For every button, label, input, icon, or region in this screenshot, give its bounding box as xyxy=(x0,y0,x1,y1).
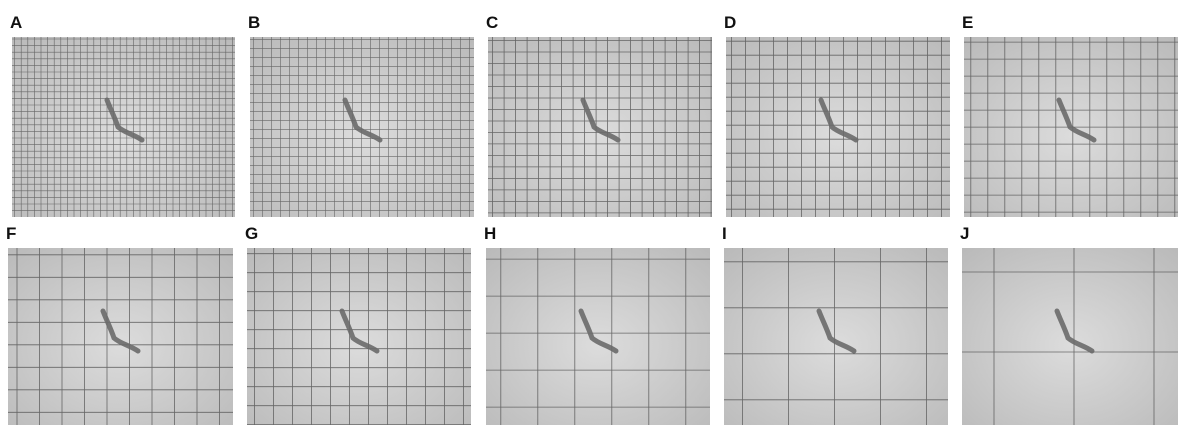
grid-image xyxy=(726,37,950,217)
panel-label: E xyxy=(962,13,973,32)
grid-image xyxy=(250,37,474,217)
panel: A xyxy=(10,13,235,217)
panel: I xyxy=(722,224,948,425)
grid-image xyxy=(962,248,1178,425)
grid-image xyxy=(12,37,235,217)
grid-image xyxy=(964,37,1178,217)
panel: C xyxy=(486,13,712,217)
worm xyxy=(816,308,857,354)
panel-label: F xyxy=(6,224,16,243)
image-background xyxy=(488,37,712,217)
worm xyxy=(100,308,141,354)
worm xyxy=(578,308,619,354)
grid-image xyxy=(486,248,710,425)
panel-label: I xyxy=(722,224,727,243)
image-background xyxy=(247,248,471,425)
grid-image xyxy=(724,248,948,425)
image-background xyxy=(250,37,474,217)
panel: E xyxy=(962,13,1178,217)
worm xyxy=(104,97,145,143)
panel-label: J xyxy=(960,224,969,243)
image-background xyxy=(12,37,235,217)
image-background xyxy=(486,248,710,425)
grid-lines xyxy=(12,37,235,217)
worm xyxy=(580,97,621,143)
panel: J xyxy=(960,224,1178,425)
grid-image xyxy=(8,248,233,425)
panel-label: C xyxy=(486,13,498,32)
panel: H xyxy=(484,224,710,425)
panel: D xyxy=(724,13,950,217)
grid-image xyxy=(247,248,471,425)
grid-lines xyxy=(962,248,1178,425)
panel: B xyxy=(248,13,474,217)
image-background xyxy=(8,248,233,425)
panel: F xyxy=(6,224,233,425)
worm xyxy=(342,97,383,143)
panel-label: G xyxy=(245,224,258,243)
panel-label: D xyxy=(724,13,736,32)
grid-image xyxy=(488,37,712,217)
worm xyxy=(1054,308,1095,354)
grid-lines xyxy=(724,248,948,425)
grid-lines xyxy=(726,37,950,217)
panel-label: A xyxy=(10,13,22,32)
grid-lines xyxy=(247,248,471,425)
panel: G xyxy=(245,224,471,425)
worm xyxy=(818,97,859,143)
grid-lines xyxy=(486,248,710,425)
image-background xyxy=(724,248,948,425)
panel-label: H xyxy=(484,224,496,243)
worm xyxy=(339,308,380,354)
worm xyxy=(1056,97,1097,143)
panel-label: B xyxy=(248,13,260,32)
image-background xyxy=(726,37,950,217)
